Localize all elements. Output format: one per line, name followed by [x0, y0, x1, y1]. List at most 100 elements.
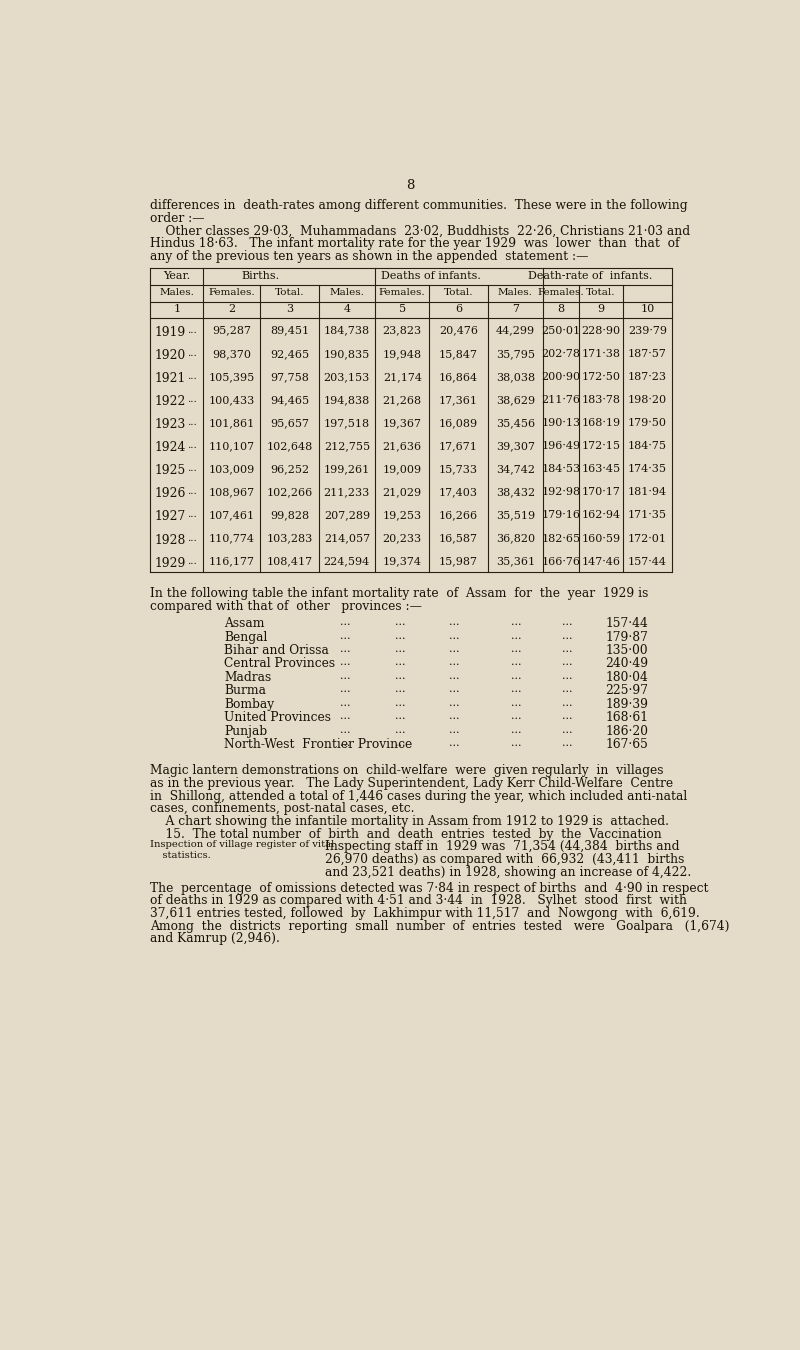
Text: 26,970 deaths) as compared with  66,932  (43,411  births: 26,970 deaths) as compared with 66,932 (… [325, 853, 684, 867]
Text: 182·65: 182·65 [542, 533, 581, 544]
Text: 21,636: 21,636 [382, 441, 422, 451]
Text: 103,283: 103,283 [266, 533, 313, 544]
Text: of deaths in 1929 as compared with 4·51 and 3·44  in  1928.   Sylhet  stood  fir: of deaths in 1929 as compared with 4·51 … [150, 894, 687, 907]
Text: 21,268: 21,268 [382, 396, 422, 405]
Text: 95,657: 95,657 [270, 418, 309, 428]
Text: Males.: Males. [330, 289, 364, 297]
Text: 1925: 1925 [155, 464, 186, 478]
Text: ...: ... [510, 671, 522, 680]
Text: 89,451: 89,451 [270, 325, 309, 336]
Text: ...: ... [449, 644, 459, 653]
Text: 162·94: 162·94 [582, 510, 621, 521]
Text: 19,009: 19,009 [382, 464, 422, 474]
Text: ...: ... [449, 725, 459, 734]
Text: Bombay: Bombay [224, 698, 274, 711]
Text: 168·19: 168·19 [582, 418, 621, 428]
Text: 5: 5 [398, 305, 406, 315]
Text: 1920: 1920 [155, 348, 186, 362]
Text: ...: ... [510, 684, 522, 694]
Text: 211,233: 211,233 [324, 487, 370, 497]
Text: 211·76: 211·76 [542, 396, 581, 405]
Text: ...: ... [340, 684, 350, 694]
Text: 105,395: 105,395 [209, 371, 255, 382]
Text: ...: ... [187, 510, 197, 520]
Text: ...: ... [340, 657, 350, 667]
Text: ...: ... [562, 657, 573, 667]
Text: United Provinces: United Provinces [224, 711, 331, 725]
Text: 202·78: 202·78 [542, 348, 581, 359]
Text: 37,611 entries tested, followed  by  Lakhimpur with 11,517  and  Nowgong  with  : 37,611 entries tested, followed by Lakhi… [150, 907, 700, 919]
Text: 17,671: 17,671 [439, 441, 478, 451]
Text: ...: ... [187, 487, 197, 497]
Text: 19,367: 19,367 [382, 418, 422, 428]
Text: ...: ... [510, 725, 522, 734]
Text: 214,057: 214,057 [324, 533, 370, 544]
Text: 199,261: 199,261 [324, 464, 370, 474]
Text: 180·04: 180·04 [606, 671, 648, 684]
Text: 224,594: 224,594 [324, 556, 370, 567]
Text: 181·94: 181·94 [628, 487, 667, 497]
Text: ...: ... [510, 630, 522, 640]
Text: In the following table the infant mortality rate  of  Assam  for  the  year  192: In the following table the infant mortal… [150, 587, 649, 599]
Text: 1927: 1927 [155, 510, 186, 524]
Text: 170·17: 170·17 [582, 487, 621, 497]
Text: 20,476: 20,476 [439, 325, 478, 336]
Text: 190,835: 190,835 [324, 348, 370, 359]
Text: 192·98: 192·98 [542, 487, 581, 497]
Text: ...: ... [510, 644, 522, 653]
Text: ...: ... [562, 684, 573, 694]
Text: 36,820: 36,820 [496, 533, 535, 544]
Text: 17,403: 17,403 [439, 487, 478, 497]
Text: 240·49: 240·49 [606, 657, 649, 671]
Text: Bihar and Orissa: Bihar and Orissa [224, 644, 329, 657]
Text: Madras: Madras [224, 671, 271, 684]
Text: Year.: Year. [163, 270, 190, 281]
Text: 44,299: 44,299 [496, 325, 535, 336]
Text: Central Provinces: Central Provinces [224, 657, 335, 671]
Text: ...: ... [187, 325, 197, 335]
Text: ...: ... [394, 617, 405, 626]
Text: 8: 8 [406, 180, 414, 192]
Text: 35,519: 35,519 [496, 510, 535, 521]
Text: Total.: Total. [586, 289, 616, 297]
Text: ...: ... [510, 738, 522, 748]
Text: 166·76: 166·76 [542, 556, 581, 567]
Text: 167·65: 167·65 [606, 738, 648, 752]
Text: 6: 6 [455, 305, 462, 315]
Text: ...: ... [562, 644, 573, 653]
Text: 9: 9 [598, 305, 605, 315]
Text: 1921: 1921 [155, 371, 186, 385]
Text: 172·15: 172·15 [582, 441, 621, 451]
Text: ...: ... [394, 644, 405, 653]
Text: any of the previous ten years as shown in the appended  statement :—: any of the previous ten years as shown i… [150, 250, 589, 263]
Text: 21,174: 21,174 [382, 371, 422, 382]
Text: 4: 4 [343, 305, 350, 315]
Text: 1929: 1929 [155, 556, 186, 570]
Text: 197,518: 197,518 [324, 418, 370, 428]
Text: ...: ... [449, 630, 459, 640]
Text: 21,029: 21,029 [382, 487, 422, 497]
Text: ...: ... [449, 684, 459, 694]
Text: Inspecting staff in  1929 was  71,354 (44,384  births and: Inspecting staff in 1929 was 71,354 (44,… [325, 840, 679, 853]
Text: 186·20: 186·20 [606, 725, 648, 738]
Text: ...: ... [187, 371, 197, 381]
Text: ...: ... [340, 644, 350, 653]
Text: cases, confinements, post-natal cases, etc.: cases, confinements, post-natal cases, e… [150, 802, 415, 815]
Text: Magic lantern demonstrations on  child-welfare  were  given regularly  in  villa: Magic lantern demonstrations on child-we… [150, 764, 664, 778]
Text: 15.  The total number  of  birth  and  death  entries  tested  by  the  Vaccinat: 15. The total number of birth and death … [150, 828, 662, 841]
Text: Males.: Males. [498, 289, 533, 297]
Text: ...: ... [187, 396, 197, 404]
Text: ...: ... [340, 671, 350, 680]
Text: ...: ... [340, 630, 350, 640]
Text: ...: ... [449, 617, 459, 626]
Text: 168·61: 168·61 [606, 711, 648, 725]
Text: 16,587: 16,587 [439, 533, 478, 544]
Text: 39,307: 39,307 [496, 441, 535, 451]
Text: Hindus 18·63.   The infant mortality rate for the year 1929  was  lower  than  t: Hindus 18·63. The infant mortality rate … [150, 238, 680, 250]
Text: 97,758: 97,758 [270, 371, 309, 382]
Text: 8: 8 [558, 305, 565, 315]
Text: Death-rate of  infants.: Death-rate of infants. [528, 270, 652, 281]
Text: differences in  death-rates among different communities.  These were in the foll: differences in death-rates among differe… [150, 198, 688, 212]
Text: 19,948: 19,948 [382, 348, 422, 359]
Text: 16,089: 16,089 [439, 418, 478, 428]
